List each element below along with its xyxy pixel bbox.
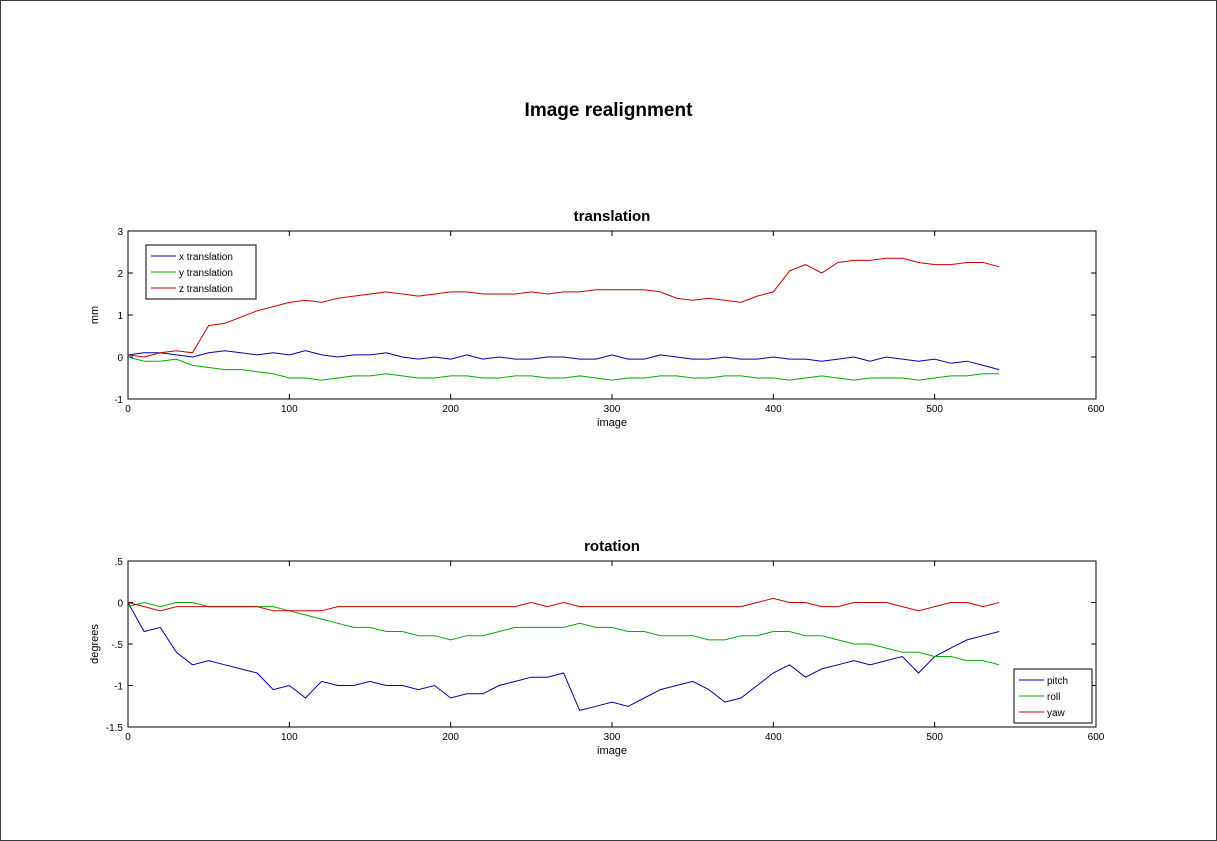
x-tick-label: 200 xyxy=(442,404,459,415)
legend: pitch roll yaw xyxy=(1013,668,1093,724)
y-tick-label: 3 xyxy=(117,227,123,238)
x-tick-label: 100 xyxy=(281,404,298,415)
y-tick-label: -1.5 xyxy=(106,723,124,734)
x-axis-label: image xyxy=(597,745,627,757)
axes-box xyxy=(127,560,1097,728)
series-line-z-translation xyxy=(127,257,1000,358)
y-tick-label: 0 xyxy=(117,353,123,364)
y-tick-label: -1 xyxy=(114,395,123,406)
y-tick-label: .5 xyxy=(115,557,124,568)
x-tick-label: 500 xyxy=(926,404,943,415)
y-axis-label: mm xyxy=(89,306,101,324)
subplot-title: translation xyxy=(574,208,651,225)
x-tick-label: 200 xyxy=(442,732,459,743)
legend-label: x translation xyxy=(179,252,233,263)
x-tick-label: 300 xyxy=(604,404,621,415)
y-tick-label: 0 xyxy=(117,599,123,610)
x-tick-label: 600 xyxy=(1088,732,1105,743)
x-tick-label: 300 xyxy=(604,732,621,743)
y-tick-label: -1 xyxy=(114,682,123,693)
y-axis-label: degrees xyxy=(89,624,101,664)
axes-box xyxy=(127,230,1097,400)
x-tick-label: 400 xyxy=(765,732,782,743)
y-tick-label: -.5 xyxy=(111,640,123,651)
y-tick-label: 1 xyxy=(117,311,123,322)
y-tick-label: 2 xyxy=(117,269,123,280)
series-line-yaw xyxy=(127,597,1000,612)
legend-label: y translation xyxy=(179,268,233,279)
x-tick-label: 0 xyxy=(125,732,131,743)
legend: x translation y translation z translation xyxy=(145,244,257,300)
series-line-y-translation xyxy=(127,356,1000,381)
x-tick-label: 500 xyxy=(926,732,943,743)
series-line-roll xyxy=(127,601,1000,666)
series-line-x-translation xyxy=(127,350,1000,371)
x-axis-label: image xyxy=(597,417,627,429)
subplot-title: rotation xyxy=(584,538,640,555)
legend-label: z translation xyxy=(179,284,233,295)
subplot-rotation: 0 100 200 300 400 500 600 -1.5 -1 -.5 0 .5 rotation i… xyxy=(89,538,1105,757)
subplot-translation: 0 100 200 300 400 500 600-10123translationimag… xyxy=(89,208,1105,429)
figure-title: Image realignment xyxy=(524,100,693,121)
series-line-pitch xyxy=(127,602,1000,711)
x-tick-label: 400 xyxy=(765,404,782,415)
legend-label: yaw xyxy=(1047,708,1066,719)
legend-label: roll xyxy=(1047,692,1060,703)
x-tick-label: 100 xyxy=(281,732,298,743)
x-tick-label: 600 xyxy=(1088,404,1105,415)
legend-label: pitch xyxy=(1047,676,1068,687)
x-tick-label: 0 xyxy=(125,404,131,415)
